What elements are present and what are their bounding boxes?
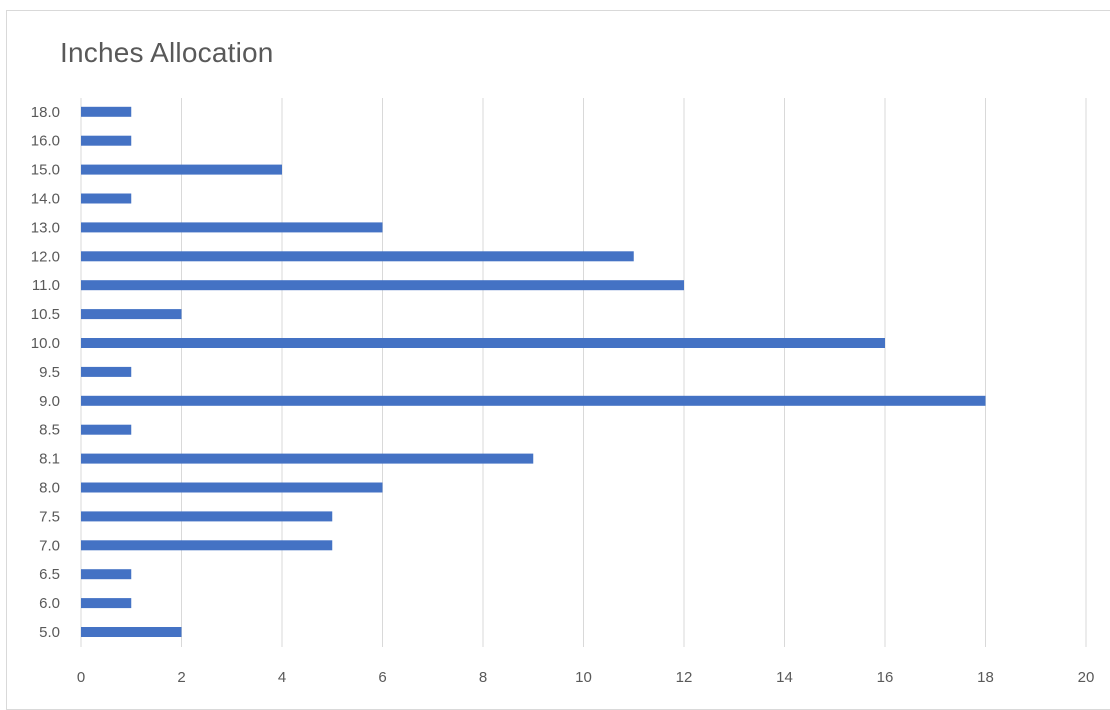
y-tick-label: 12.0 xyxy=(31,248,60,265)
y-tick-label: 10.5 xyxy=(31,306,60,323)
x-tick-label: 6 xyxy=(378,669,386,686)
bar xyxy=(81,395,986,406)
x-tick-label: 8 xyxy=(479,669,487,686)
bar xyxy=(81,569,132,580)
y-tick-label: 11.0 xyxy=(32,277,60,294)
x-tick-label: 10 xyxy=(575,669,592,686)
y-tick-label: 9.0 xyxy=(39,393,60,410)
x-tick-label: 14 xyxy=(776,669,793,686)
bar xyxy=(81,511,333,522)
y-tick-label: 14.0 xyxy=(31,191,60,208)
y-tick-label: 5.0 xyxy=(39,624,60,641)
bar xyxy=(81,309,182,320)
y-tick-label: 15.0 xyxy=(31,162,60,179)
y-tick-label: 6.5 xyxy=(39,566,60,583)
y-tick-label: 7.0 xyxy=(39,537,60,554)
bar xyxy=(81,598,132,609)
category-axis-labels: 5.0 6.0 6.5 7.0 7.5 8.0 8.1 8.5 9.0 9.5 10.0 10.5 11… xyxy=(31,104,60,641)
bar xyxy=(81,135,132,146)
bar xyxy=(81,280,684,291)
x-tick-label: 4 xyxy=(278,669,286,686)
x-tick-label: 18 xyxy=(977,669,994,686)
y-tick-label: 8.1 xyxy=(39,451,60,468)
y-tick-label: 16.0 xyxy=(31,133,60,150)
bar xyxy=(81,222,383,233)
x-tick-label: 16 xyxy=(877,669,894,686)
y-tick-label: 10.0 xyxy=(31,335,60,352)
x-tick-label: 12 xyxy=(676,669,693,686)
chart-title: Inches Allocation xyxy=(60,37,274,68)
bar xyxy=(81,627,182,637)
bar xyxy=(81,482,383,493)
bar xyxy=(81,453,534,464)
y-tick-label: 9.5 xyxy=(39,364,60,381)
y-tick-label: 6.0 xyxy=(39,595,60,612)
value-axis-labels: 0 2 4 6 8 10 12 14 16 18 20 xyxy=(77,669,1095,686)
bar xyxy=(81,540,333,551)
chart-frame xyxy=(6,10,1110,710)
y-tick-label: 7.5 xyxy=(39,508,60,525)
bar xyxy=(81,338,885,348)
x-tick-label: 2 xyxy=(177,669,185,686)
x-tick-label: 20 xyxy=(1078,669,1095,686)
x-tick-label: 0 xyxy=(77,669,85,686)
bar xyxy=(81,164,282,175)
bar xyxy=(81,366,132,377)
gridlines xyxy=(80,98,1087,647)
bar xyxy=(81,106,132,117)
bar xyxy=(81,424,132,435)
y-tick-label: 8.0 xyxy=(39,480,60,497)
bars xyxy=(81,106,986,637)
bar xyxy=(81,193,132,204)
y-tick-label: 8.5 xyxy=(39,422,60,439)
bar xyxy=(81,251,634,262)
y-tick-label: 18.0 xyxy=(31,104,60,121)
y-tick-label: 13.0 xyxy=(31,219,60,236)
